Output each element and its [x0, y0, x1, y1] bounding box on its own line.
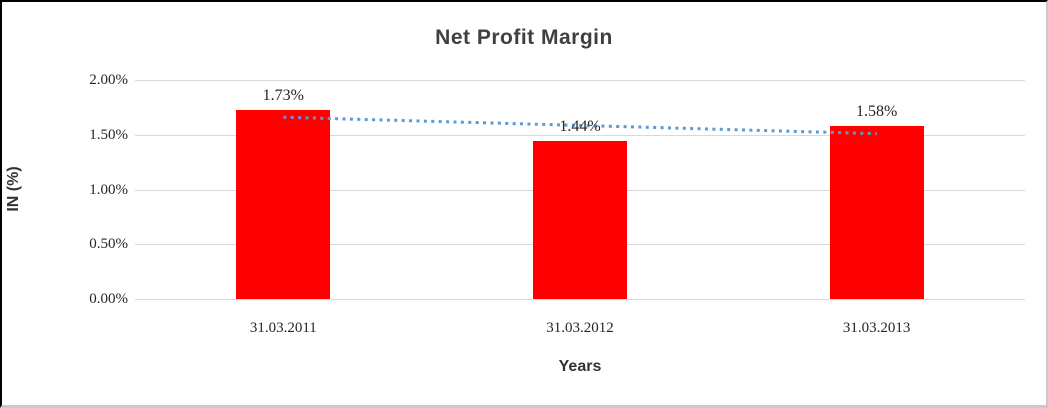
chart-title: Net Profit Margin — [435, 26, 613, 49]
y-tick-label: 0.00% — [89, 291, 128, 307]
gridline — [135, 299, 1025, 300]
y-tick-label: 1.50% — [89, 126, 128, 143]
y-axis-title: IN (%) — [5, 166, 22, 212]
x-tick-label-31.03.2013: 31.03.2013 — [842, 320, 911, 336]
x-tick-label-31.03.2012: 31.03.2012 — [546, 320, 614, 336]
data-label-31.03.2011: 1.73% — [262, 86, 304, 104]
y-tick-label: 1.00% — [89, 181, 128, 198]
y-tick-label: 0.50% — [89, 236, 128, 253]
gridline — [135, 80, 1025, 81]
x-tick-label-31.03.2011: 31.03.2011 — [249, 320, 317, 336]
bar-31.03.2011 — [236, 109, 331, 299]
x-axis-title: Years — [558, 358, 602, 375]
plot-area — [135, 80, 1025, 300]
gridline — [135, 134, 1025, 136]
bar-31.03.2013 — [829, 125, 924, 299]
data-label-31.03.2013: 1.58% — [855, 102, 898, 120]
bar-31.03.2012 — [533, 141, 627, 299]
y-tick-label: 2.00% — [89, 72, 128, 88]
data-label-31.03.2012: 1.44% — [559, 118, 601, 136]
